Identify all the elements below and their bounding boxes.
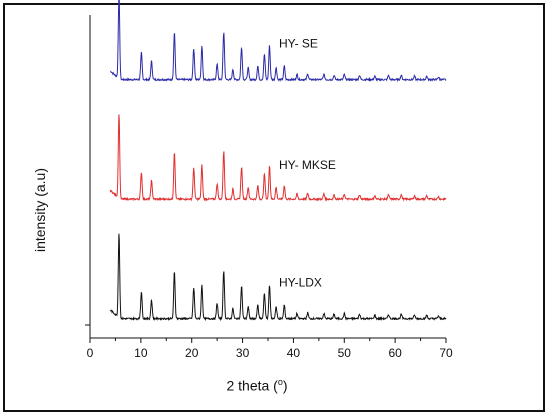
x-tick-label: 20 (185, 346, 199, 360)
figure-frame (3, 3, 545, 412)
series-label: HY- MKSE (279, 158, 336, 172)
series-layer (109, 0, 447, 322)
x-tick-label: 10 (134, 346, 148, 360)
series-line (110, 0, 447, 83)
x-tick-label: 60 (388, 346, 402, 360)
x-axis-label-text: 2 theta ( (226, 377, 278, 394)
x-tick-label: 70 (439, 346, 453, 360)
x-axis-label-close: ) (282, 377, 288, 394)
x-tick-label: 40 (287, 346, 301, 360)
y-axis-label: intensity (a.u) (32, 167, 48, 253)
x-tick-label: 50 (338, 346, 352, 360)
x-axis-label: 2 theta (o) (226, 377, 287, 394)
axes: 0 10 20 30 40 50 60 70 (85, 15, 453, 360)
degree-symbol: o (277, 377, 283, 387)
series-label: HY-LDX (279, 276, 322, 290)
series-label: HY- SE (279, 37, 318, 51)
x-tick-label: 30 (236, 346, 250, 360)
series-line (109, 233, 447, 322)
series-line (109, 114, 447, 202)
series-labels: HY- SE HY- MKSE HY-LDX (279, 37, 336, 290)
x-tick-label: 0 (87, 346, 94, 360)
